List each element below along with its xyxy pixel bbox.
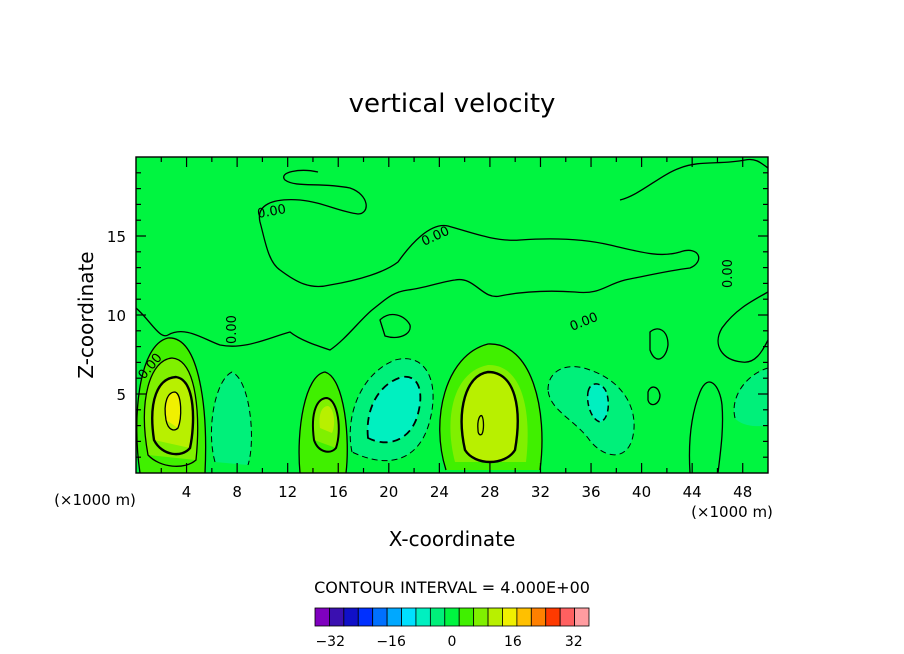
colorbar-swatch: [545, 607, 561, 627]
contour-down36-8: [586, 383, 610, 423]
colorbar-swatch: [372, 607, 388, 627]
fill-downdraft-20-8: [367, 376, 421, 443]
contour-lines: [136, 158, 768, 473]
colorbar-tick-label: −16: [376, 634, 406, 650]
fill-updraft-28-12: [461, 372, 518, 462]
colorbar-swatch: [559, 607, 575, 627]
colorbar-tick-label: 0: [448, 634, 457, 650]
contour-fills: [136, 337, 768, 473]
x-axis-ticks: 4 8 12 16 20 24 28 32 36 40 44 48: [160, 157, 752, 501]
x-tick-label: 44: [683, 483, 702, 501]
contour-up15-8: [312, 396, 340, 453]
x-tick-label: 48: [733, 483, 752, 501]
x-tick-label: 36: [581, 483, 600, 501]
contour-up15-4: [298, 371, 348, 473]
fill-downdraft-47: [734, 368, 768, 427]
colorbar-swatch: [314, 607, 330, 627]
contour-up28-16: [477, 414, 485, 436]
contour-down20-8: [366, 375, 422, 444]
x-tick-label: 24: [430, 483, 449, 501]
contour-left-12: [151, 375, 195, 456]
contour-island-3: [379, 313, 411, 339]
zero-label-extra: 0.00: [225, 315, 240, 344]
zero-contour-upper: [136, 169, 700, 351]
zero-contour-right: [717, 291, 768, 363]
x-tick-label: 4: [182, 483, 192, 501]
colorbar: [314, 607, 590, 627]
colorbar-swatch: [444, 607, 460, 627]
fill-downdraft-8: [211, 372, 252, 465]
y-tick-label: 10: [107, 307, 126, 325]
x-axis-label: X-coordinate: [389, 527, 516, 551]
contour-down47: [733, 367, 768, 419]
colorbar-swatch: [343, 607, 359, 627]
y-axis-ticks: 5 10 15: [107, 172, 768, 458]
contour-interval-note: CONTOUR INTERVAL = 4.000E+00: [314, 578, 590, 597]
x-unit-right: (×1000 m): [691, 503, 773, 521]
colorbar-swatch: [357, 607, 374, 627]
zero-label: 0.00: [256, 202, 287, 222]
colorbar-swatch: [429, 607, 446, 627]
x-unit-left: (×1000 m): [54, 491, 136, 509]
x-tick-label: 32: [531, 483, 550, 501]
colorbar-swatch: [502, 607, 518, 627]
contour-up28-4: [439, 343, 543, 471]
contour-left-16: [164, 391, 182, 431]
colorbar-swatch: [458, 607, 475, 627]
y-axis-label: Z-coordinate: [74, 251, 98, 378]
colorbar-swatch: [530, 607, 547, 627]
colorbar-swatch: [473, 607, 489, 627]
colorbar-swatch: [329, 607, 345, 627]
zero-label: 0.00: [721, 259, 736, 288]
contour-down36-4: [547, 366, 635, 456]
contour-island-1: [647, 386, 661, 406]
colorbar-swatch: [574, 607, 590, 627]
colorbar-tick-label: 16: [504, 634, 522, 650]
colorbar-tick-label: −32: [315, 634, 345, 650]
fill-updraft-15-12: [319, 406, 335, 433]
colorbar-swatch: [516, 607, 532, 627]
chart-title: vertical velocity: [349, 89, 556, 119]
x-tick-label: 12: [278, 483, 297, 501]
x-tick-label: 28: [480, 483, 499, 501]
colorbar-swatch: [401, 607, 417, 627]
zero-contour-top-right: [619, 158, 768, 201]
x-tick-label: 20: [379, 483, 398, 501]
contour-left-4: [136, 337, 207, 473]
fill-updraft-left-16: [165, 392, 181, 428]
colorbar-swatch: [487, 607, 503, 627]
colorbar-swatch: [386, 607, 402, 627]
y-tick-label: 5: [116, 386, 126, 404]
zero-contour-lower-right: [688, 381, 724, 473]
contour-island-2: [649, 328, 669, 360]
y-tick-label: 15: [107, 228, 126, 246]
x-tick-label: 16: [329, 483, 348, 501]
contour-up28-12: [460, 370, 519, 464]
x-tick-label: 8: [232, 483, 242, 501]
fill-downdraft-36-8: [587, 383, 609, 422]
plot-area: 0.00 0.00 0.00 0.00 0.00 0.00 4 8 12 16 20 24…: [107, 156, 769, 501]
colorbar-swatch: [415, 607, 431, 627]
colorbar-tick-labels: −32 −16 0 16 32: [315, 634, 582, 650]
contour-down20-4: [349, 358, 434, 461]
colorbar-tick-label: 32: [565, 634, 583, 650]
x-tick-label: 40: [632, 483, 651, 501]
contour-left-8: [143, 357, 199, 467]
contour-down8: [210, 371, 252, 466]
